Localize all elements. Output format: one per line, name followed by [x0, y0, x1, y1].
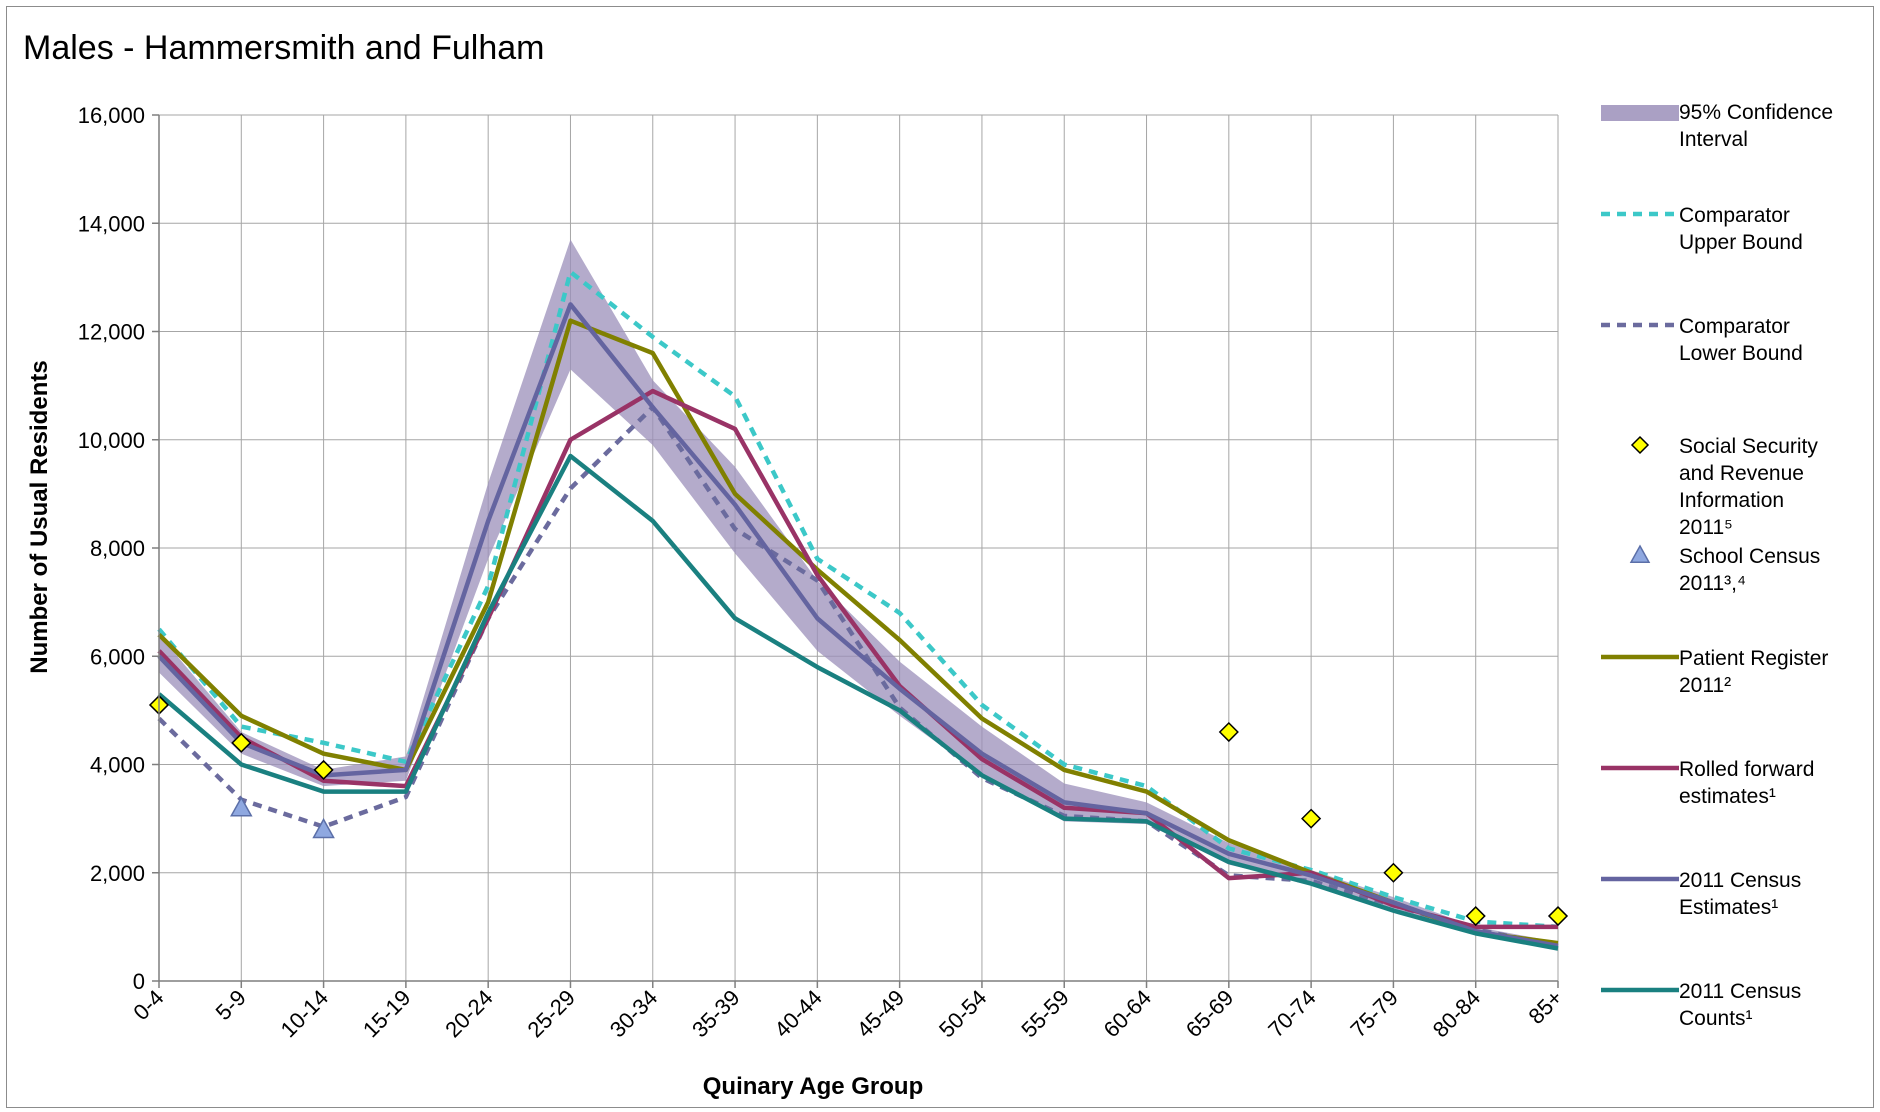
x-tick-label: 15-19: [358, 985, 415, 1042]
ssri-point: [1383, 862, 1404, 883]
legend-label-line-3: Patient Register: [1679, 647, 1828, 670]
legend-label-line-1: Comparator: [1679, 204, 1790, 227]
y-tick-label: 0: [133, 969, 145, 994]
marker-points: [148, 694, 1569, 927]
x-tick-label: 85+: [1523, 985, 1567, 1029]
x-tick-label: 10-14: [276, 985, 333, 1042]
y-tick-label: 6,000: [90, 644, 145, 669]
legend-label-ssri: Social Security: [1679, 435, 1818, 458]
legend-swatch-band: [1601, 105, 1679, 121]
school-census-point: [230, 796, 253, 817]
ssri-point: [1301, 808, 1322, 829]
confidence-band: [159, 239, 1558, 950]
x-tick-label: 75-79: [1345, 985, 1402, 1042]
legend-label-line-3: 2011²: [1679, 674, 1731, 697]
legend-label-band: 95% Confidence: [1679, 101, 1833, 124]
x-tick-label: 50-54: [934, 985, 991, 1042]
legend-label-line-5: Estimates¹: [1679, 896, 1778, 919]
ssri-point: [231, 732, 252, 753]
series-line-5: [157, 302, 1559, 949]
y-tick-label: 12,000: [78, 320, 145, 345]
axes: [152, 114, 1559, 988]
y-tick-label: 2,000: [90, 861, 145, 886]
y-tick-label: 8,000: [90, 536, 145, 561]
ssri-point: [1547, 905, 1569, 927]
legend-label-line-4: Rolled forward: [1679, 758, 1814, 781]
x-tick-label: 5-9: [211, 985, 251, 1025]
legend-label-ssri: Information: [1679, 489, 1784, 512]
x-tick-label: 20-24: [440, 985, 497, 1042]
y-tick-label: 10,000: [78, 428, 145, 453]
series-lines: [157, 269, 1559, 951]
legend-label-line-2: Comparator: [1679, 315, 1790, 338]
x-tick-labels: 0-4 5-9 10-14 15-19 20-24 25-29 30-34 35-39 40-4…: [128, 985, 1567, 1042]
y-axis-title: Number of Usual Residents: [26, 360, 53, 673]
legend-label-ssri: and Revenue: [1679, 462, 1804, 485]
legend-label-band: Interval: [1679, 128, 1748, 151]
x-tick-label: 80-84: [1428, 985, 1485, 1042]
ssri-point: [1465, 905, 1486, 927]
school-census-point: [312, 817, 335, 839]
legend-label-line-5: 2011 Census: [1679, 869, 1801, 892]
legend-label-line-4: estimates¹: [1679, 785, 1776, 808]
legend-label-school-census: 2011³,⁴: [1679, 572, 1746, 595]
y-tick-label: 4,000: [90, 753, 145, 778]
legend-label-school-census: School Census: [1679, 545, 1820, 568]
chart: Males - Hammersmith and Fulham 0 2,000 4,0…: [23, 29, 1833, 1100]
y-tick-label: 16,000: [78, 103, 145, 128]
series-line-2: [157, 405, 1559, 949]
y-tick-label: 14,000: [78, 211, 145, 236]
x-axis-title: Quinary Age Group: [703, 1073, 923, 1100]
x-tick-label: 35-39: [687, 985, 744, 1042]
x-tick-label: 40-44: [769, 985, 826, 1042]
legend: 95% Confidence Interval Comparator Upper Bo…: [1601, 101, 1833, 1030]
gridlines: [158, 114, 1559, 982]
chart-frame: Males - Hammersmith and Fulham 0 2,000 4,0…: [6, 6, 1874, 1108]
x-tick-label: 25-29: [523, 985, 580, 1042]
legend-label-ssri: 2011⁵: [1679, 516, 1733, 539]
ssri-point: [1218, 721, 1239, 743]
x-tick-label: 65-69: [1181, 985, 1238, 1042]
legend-swatch-school-census: [1629, 544, 1651, 563]
confidence-band-area: [159, 239, 1558, 950]
y-tick-labels: 0 2,000 4,000 6,000 8,000 10,000 12,000 14,000 1…: [78, 103, 145, 994]
legend-label-line-6: Counts¹: [1679, 1007, 1753, 1030]
series-line-1: [157, 269, 1559, 930]
x-tick-label: 55-59: [1016, 985, 1073, 1042]
chart-title: Males - Hammersmith and Fulham: [23, 29, 544, 67]
legend-label-line-2: Lower Bound: [1679, 342, 1803, 365]
legend-label-line-1: Upper Bound: [1679, 231, 1803, 254]
ssri-point: [313, 759, 334, 780]
legend-swatch-ssri: [1630, 435, 1650, 455]
x-tick-label: 60-64: [1099, 985, 1156, 1042]
legend-label-line-6: 2011 Census: [1679, 980, 1801, 1003]
x-tick-label: 70-74: [1263, 985, 1320, 1042]
series-line-6: [157, 453, 1559, 951]
x-tick-label: 30-34: [605, 985, 662, 1042]
x-tick-label: 45-49: [852, 985, 909, 1042]
